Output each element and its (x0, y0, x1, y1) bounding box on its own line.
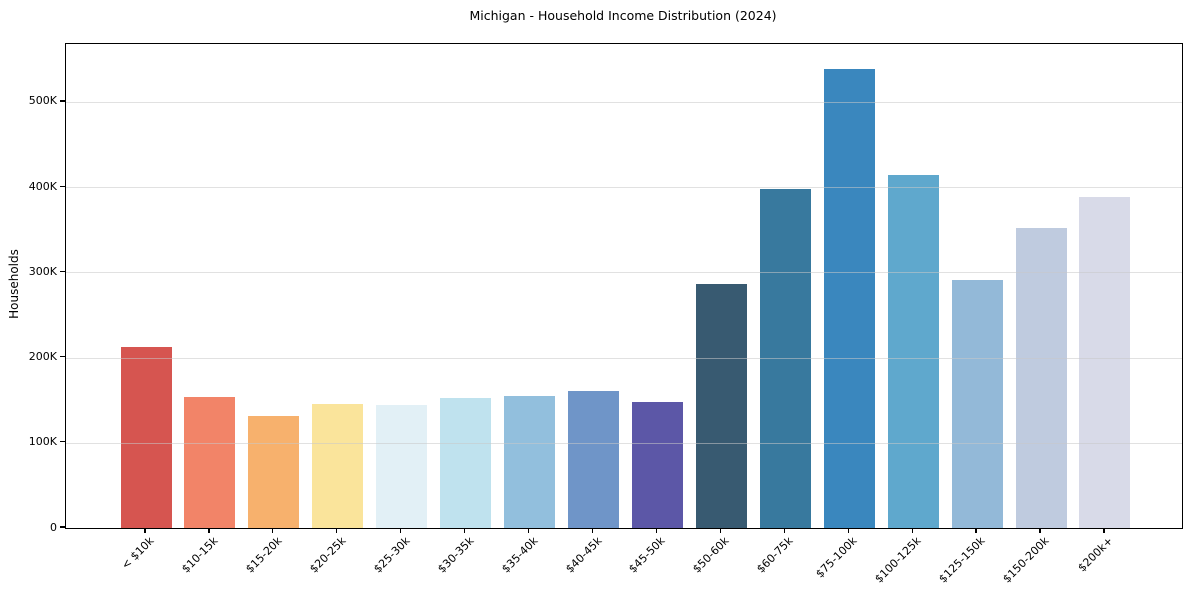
x-tick-mark (1103, 528, 1105, 533)
bar-$40-45k (568, 390, 619, 528)
x-tick-mark (272, 528, 274, 533)
x-tick-label: < $10k (118, 534, 157, 572)
y-tick-mark (60, 355, 65, 358)
x-tick-mark (1039, 528, 1041, 533)
x-tick-mark (464, 528, 466, 533)
bar-< $10k (120, 347, 172, 528)
bar-$45-50k (631, 401, 683, 528)
y-tick-mark (60, 270, 65, 272)
y-tick-label: 100K (28, 435, 57, 449)
y-tick-label: 200K (28, 350, 57, 364)
x-tick-mark (144, 528, 146, 533)
bar-$150-200k (1015, 228, 1067, 528)
bar-$25-30k (376, 405, 428, 528)
y-axis-label: Households (7, 249, 21, 319)
bar-$50-60k (695, 284, 747, 528)
gridline-100K (66, 442, 1182, 444)
bar-$30-35k (440, 398, 492, 528)
gridline-400K (66, 187, 1182, 189)
bar-$20-25k (312, 404, 364, 528)
gridline-500K (66, 101, 1182, 103)
x-tick-mark (719, 528, 721, 533)
chart-title: Michigan - Household Income Distribution… (469, 8, 777, 23)
y-tick-mark (60, 100, 65, 102)
x-tick-mark (911, 528, 913, 533)
y-tick-label: 400K (28, 179, 57, 193)
plot-area (65, 43, 1183, 529)
x-tick-mark (208, 528, 210, 533)
gridline-200K (66, 357, 1182, 359)
y-tick-label: 0 (50, 520, 57, 534)
gridline-300K (66, 272, 1182, 274)
bar-$35-40k (504, 395, 556, 528)
bar-$100-125k (887, 175, 939, 528)
x-tick-mark (400, 528, 402, 533)
x-tick-mark (527, 528, 530, 533)
bar-$200k+ (1079, 196, 1131, 528)
bar-$15-20k (248, 415, 300, 528)
y-tick-label: 500K (28, 94, 57, 108)
x-tick-mark (655, 528, 658, 533)
bar-$10-15k (184, 396, 236, 528)
bar-$75-100k (823, 68, 875, 528)
y-tick-mark (60, 185, 65, 187)
y-tick-mark (60, 526, 65, 528)
y-tick-label: 300K (28, 264, 57, 278)
x-tick-mark (783, 528, 785, 533)
x-tick-mark (336, 528, 338, 533)
bar-$125-150k (951, 280, 1003, 528)
y-tick-mark (60, 441, 65, 443)
x-tick-mark (591, 528, 594, 533)
x-tick-mark (847, 528, 849, 533)
x-tick-mark (975, 528, 977, 533)
